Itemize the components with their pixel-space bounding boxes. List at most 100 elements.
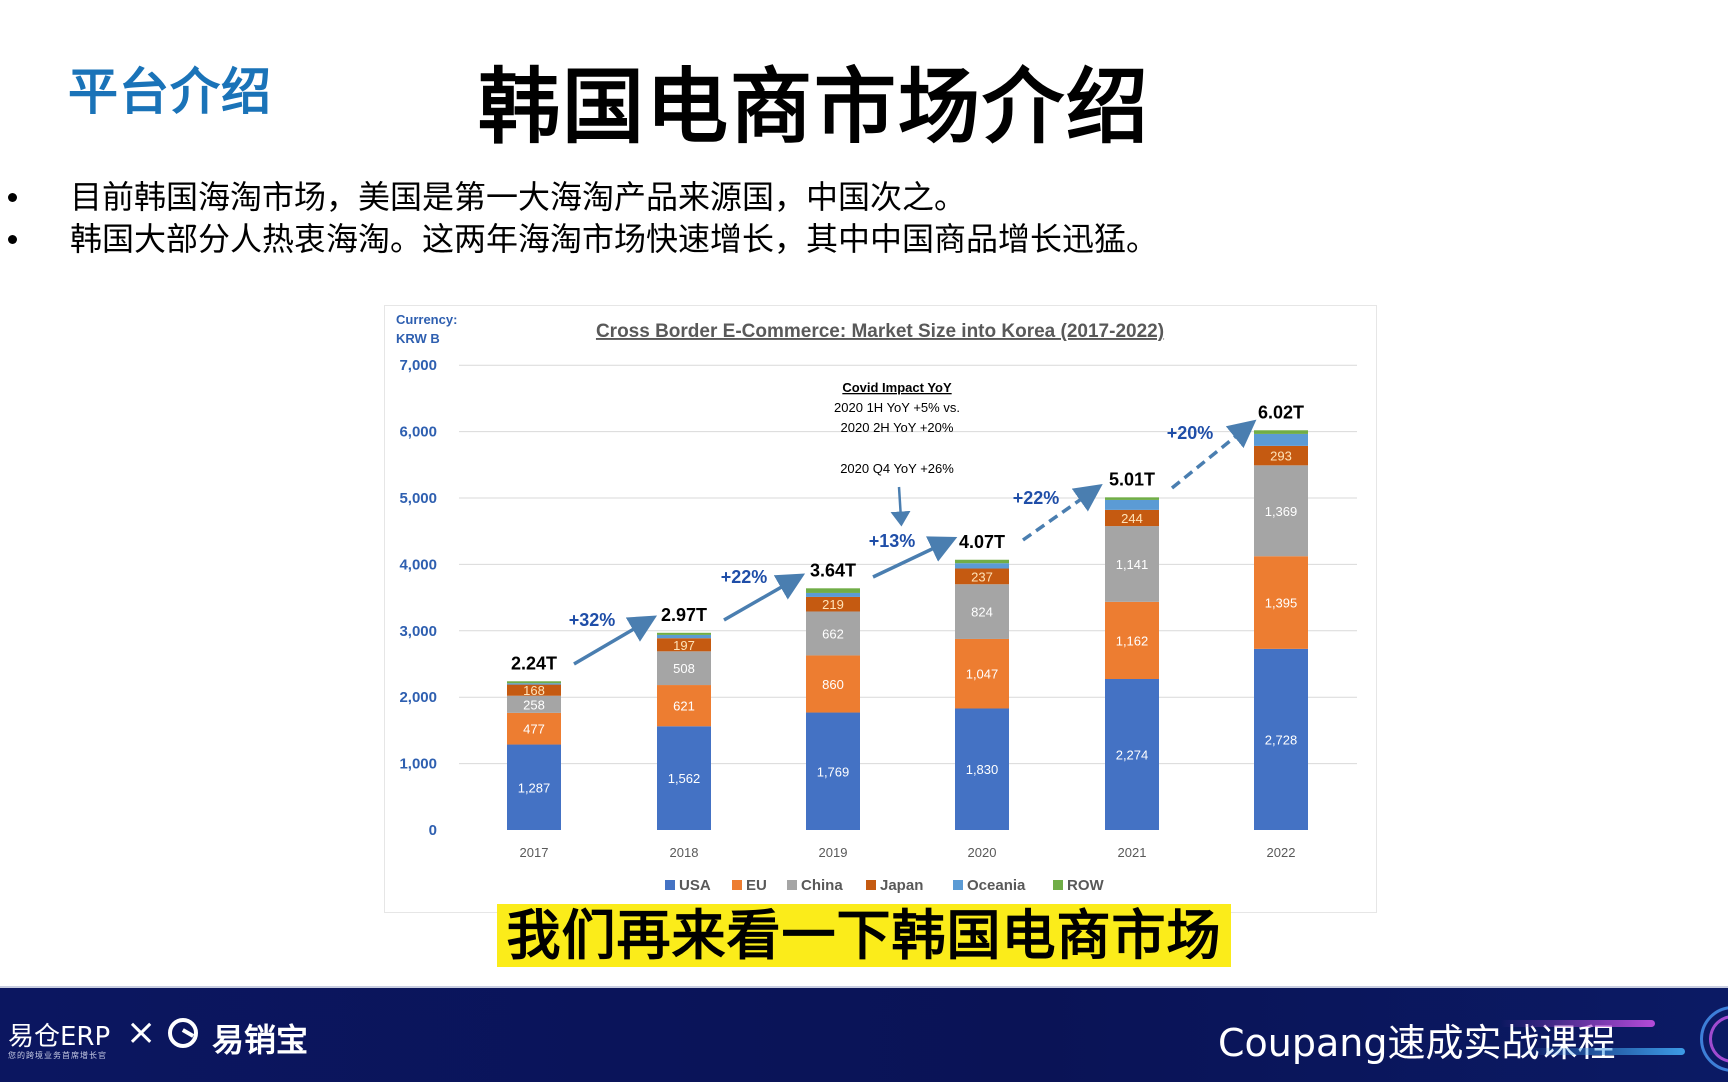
total-label: 2.97T: [661, 605, 707, 625]
bar-segment-usa: [1105, 679, 1159, 830]
legend-label: Oceania: [967, 877, 1026, 894]
segment-value-label: 168: [523, 683, 545, 698]
bar-segment-china: [507, 695, 561, 713]
currency-unit: KRW B: [396, 331, 440, 346]
bar-segment-japan: [806, 596, 860, 612]
x-tick-label: 2020: [968, 845, 997, 860]
total-label: 4.07T: [959, 532, 1005, 552]
legend-swatch-icon: [732, 880, 742, 890]
x-tick-label: 2019: [819, 845, 848, 860]
total-label: 6.02T: [1258, 402, 1304, 422]
segment-value-label: 662: [822, 626, 844, 641]
legend-label: China: [801, 877, 843, 894]
bar-segment-japan: [1254, 445, 1308, 466]
bar-segment-eu: [657, 685, 711, 727]
y-tick-label: 0: [429, 822, 437, 839]
segment-value-label: 219: [822, 597, 844, 612]
bar-segment-eu: [955, 638, 1009, 709]
decorative-streak: [1500, 1020, 1655, 1027]
yixiaobao-logo-icon: [168, 1018, 198, 1048]
bar-segment-japan: [507, 684, 561, 696]
segment-value-label: 1,141: [1116, 557, 1149, 572]
y-tick-label: 5,000: [399, 490, 437, 507]
segment-value-label: 1,369: [1265, 504, 1298, 519]
decorative-swirl-icon: [1700, 1006, 1728, 1072]
course-title: Coupang速成实战课程: [1218, 1021, 1616, 1065]
legend-swatch-icon: [866, 880, 876, 890]
total-label: 2.24T: [511, 653, 557, 673]
y-tick-label: 7,000: [399, 357, 437, 374]
bullet-dot-icon: [8, 193, 17, 202]
legend-label: USA: [679, 877, 711, 894]
growth-arrow-icon: [1170, 419, 1257, 490]
cross-icon: ×: [126, 1012, 157, 1053]
bar-segment-row: [507, 681, 561, 684]
bullet-list: 目前韩国海淘市场，美国是第一大海淘产品来源国，中国次之。 韩国大部分人热衷海淘。…: [0, 176, 1158, 260]
growth-arrow-icon: [872, 536, 958, 579]
total-label: 3.64T: [810, 560, 856, 580]
bar-segment-china: [1105, 526, 1159, 602]
currency-label: Currency:: [396, 312, 457, 327]
bar-segment-china: [657, 651, 711, 686]
growth-label: +13%: [869, 531, 916, 551]
bar-segment-oceania: [1254, 433, 1308, 446]
segment-value-label: 824: [971, 605, 993, 620]
segment-value-label: 237: [971, 569, 993, 584]
bar-segment-usa: [507, 744, 561, 830]
bar-segment-china: [955, 584, 1009, 639]
bar-segment-eu: [1254, 556, 1308, 649]
segment-value-label: 2,274: [1116, 748, 1149, 763]
growth-label: +20%: [1167, 423, 1214, 443]
page-title: 韩国电商市场介绍: [478, 60, 1151, 155]
bar-segment-oceania: [1105, 499, 1159, 510]
bar-segment-oceania: [955, 563, 1009, 569]
bar-segment-oceania: [657, 634, 711, 639]
bar-segment-china: [1254, 465, 1308, 557]
bullet-item: 目前韩国海淘市场，美国是第一大海淘产品来源国，中国次之。: [0, 176, 1158, 218]
segment-value-label: 1,162: [1116, 633, 1149, 648]
bar-segment-japan: [955, 568, 1009, 585]
segment-value-label: 508: [673, 661, 695, 676]
segment-value-label: 1,287: [518, 780, 551, 795]
section-title: 平台介绍: [68, 63, 272, 121]
x-tick-label: 2017: [520, 845, 549, 860]
legend-label: Japan: [880, 877, 923, 894]
legend-swatch-icon: [787, 880, 797, 890]
bar-segment-eu: [507, 712, 561, 745]
segment-value-label: 258: [523, 697, 545, 712]
growth-label: +22%: [721, 567, 768, 587]
x-tick-label: 2022: [1267, 845, 1296, 860]
y-tick-label: 4,000: [399, 556, 437, 573]
chart-legend: USA EU China Japan Oceania ROW: [665, 877, 1105, 894]
covid-annotation-heading: Covid Impact YoY: [842, 380, 952, 395]
bullet-dot-icon: [8, 235, 17, 244]
bar-segment-row: [657, 632, 711, 635]
growth-arrow-icon: [573, 615, 658, 666]
total-label: 5.01T: [1109, 469, 1155, 489]
y-tick-label: 1,000: [399, 756, 437, 773]
bar-segment-japan: [1105, 509, 1159, 527]
segment-value-label: 293: [1270, 449, 1292, 464]
bullet-item: 韩国大部分人热衷海淘。这两年海淘市场快速增长，其中中国商品增长迅猛。: [0, 218, 1158, 260]
y-tick-label: 3,000: [399, 623, 437, 640]
segment-value-label: 2,728: [1265, 732, 1298, 747]
legend-swatch-icon: [953, 880, 963, 890]
footer-banner: 易仓ERP 您的跨境业务首席增长官 × 易销宝 Coupang速成实战课程: [0, 986, 1728, 1082]
segment-value-label: 1,047: [966, 667, 999, 682]
yixiaobao-logo: 易销宝: [212, 1021, 309, 1059]
covid-annotation-line2: 2020 2H YoY +20%: [841, 420, 954, 435]
segment-value-label: 1,830: [966, 762, 999, 777]
bar-segment-oceania: [806, 592, 860, 597]
bar-segment-usa: [1254, 648, 1308, 830]
market-size-chart: 0 1,000 2,000 3,000 4,000 5,000 6,000 7,000 +32…: [384, 305, 1377, 913]
bar-segment-row: [1105, 497, 1159, 500]
growth-label: +32%: [569, 610, 616, 630]
bar-segment-eu: [1105, 601, 1159, 680]
segment-value-label: 621: [673, 699, 695, 714]
legend-swatch-icon: [665, 880, 675, 890]
segment-value-label: 1,395: [1265, 596, 1298, 611]
legend-swatch-icon: [1053, 880, 1063, 890]
segment-value-label: 477: [523, 722, 545, 737]
bar-segment-eu: [806, 655, 860, 713]
bar-segment-row: [806, 588, 860, 593]
